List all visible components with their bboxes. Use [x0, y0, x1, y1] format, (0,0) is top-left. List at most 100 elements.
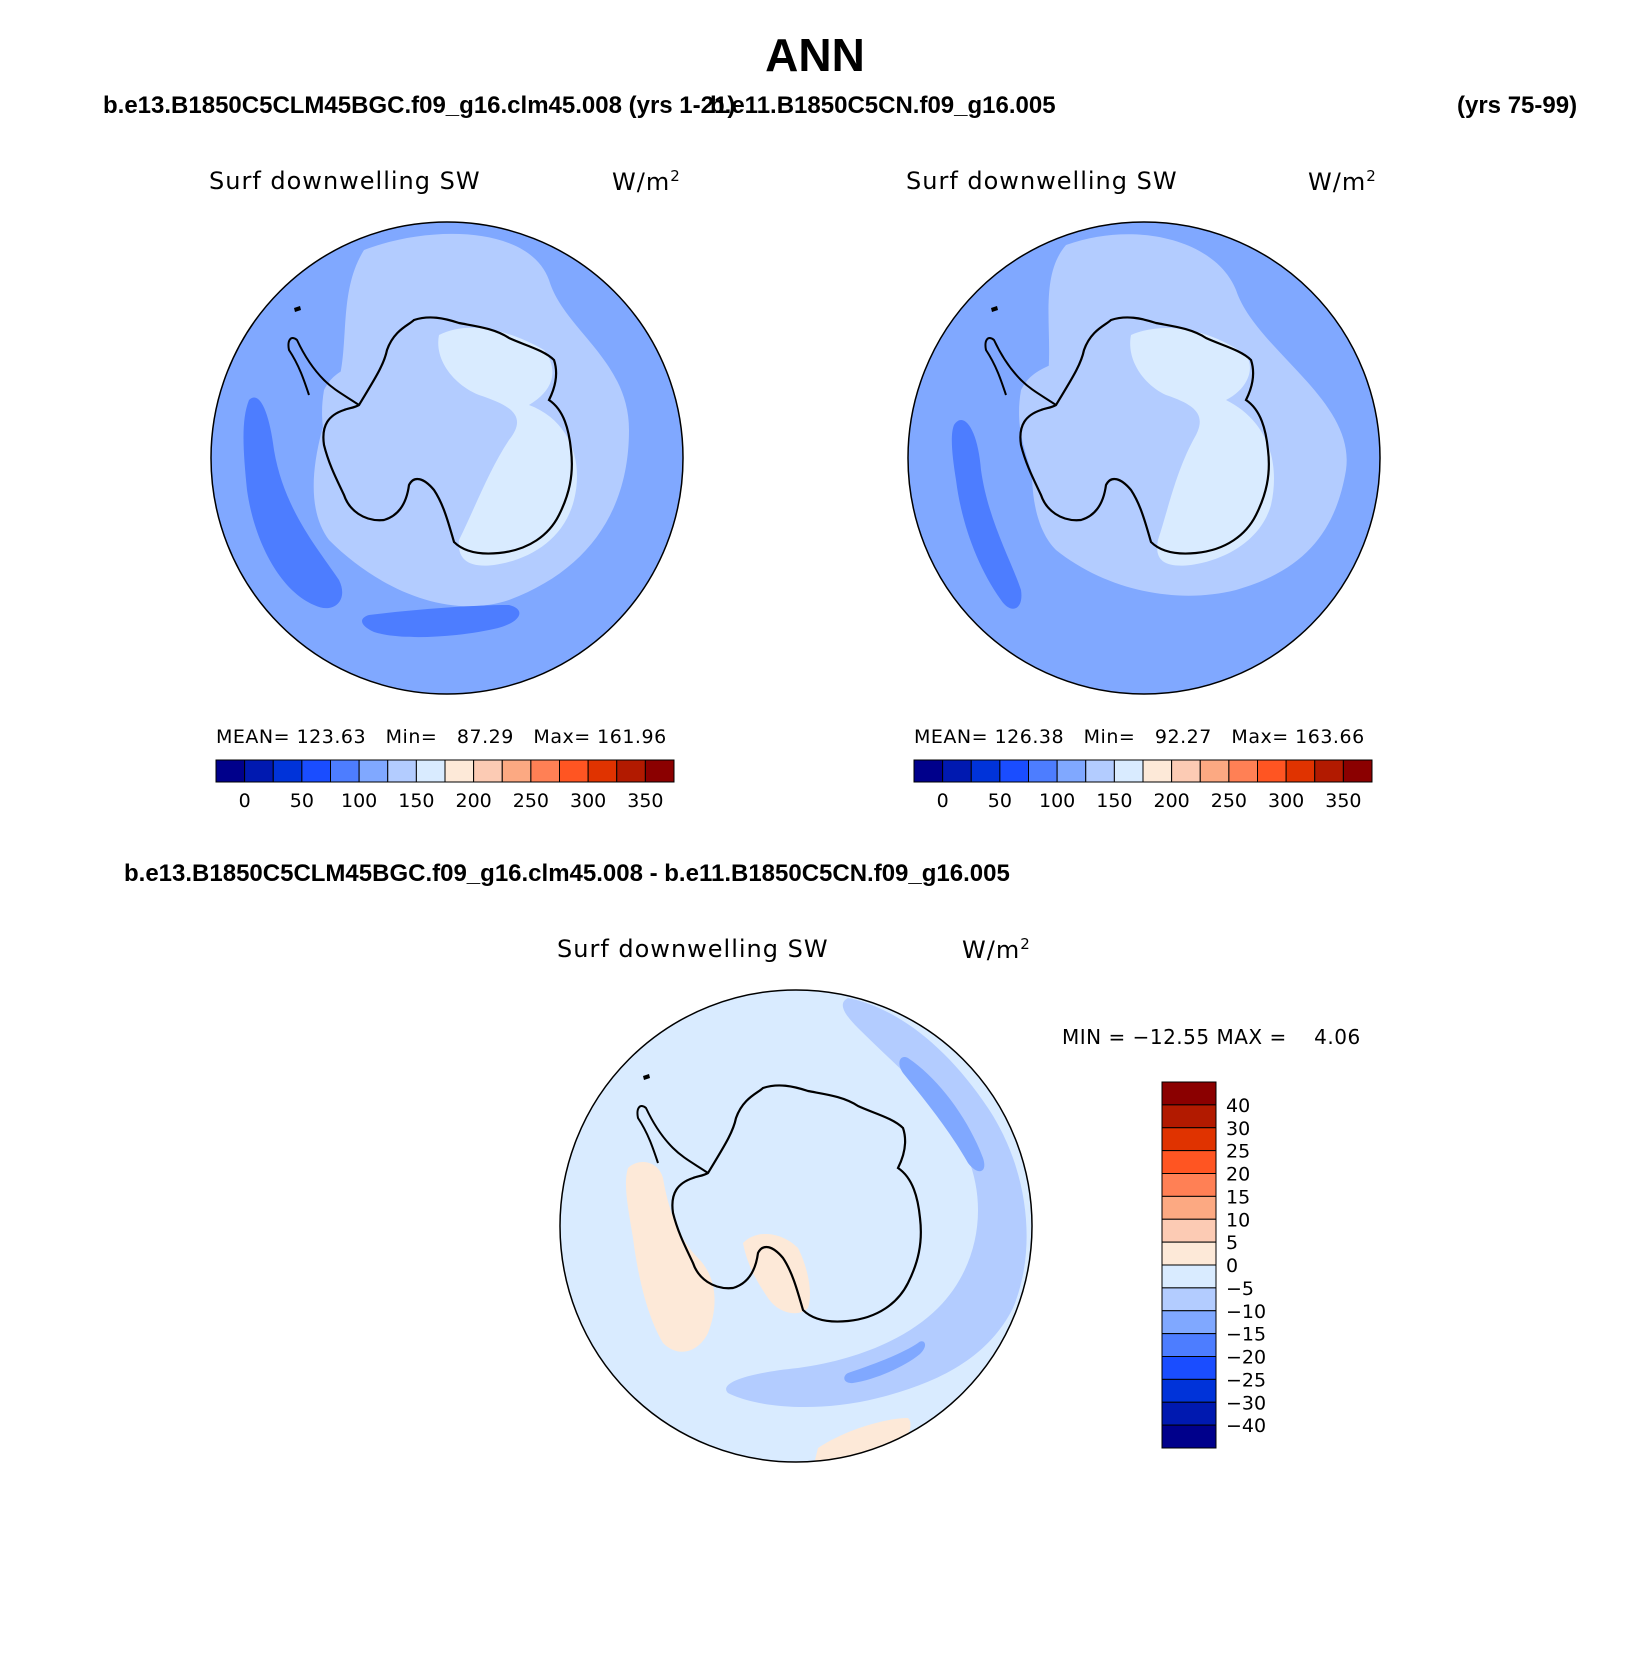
colorbar-tick-label: 350 — [1325, 790, 1361, 812]
colorbar-tick-label: 150 — [1096, 790, 1132, 812]
diff-colorbar-cell — [1161, 1218, 1217, 1243]
diff-colorbar-cell — [1161, 1150, 1217, 1174]
negative-core — [899, 1057, 985, 1172]
colorbar-cell — [970, 759, 1001, 783]
coastline — [671, 1084, 922, 1323]
diff-colorbar-cell — [1161, 1287, 1217, 1312]
colorbar-cell — [215, 759, 246, 783]
colorbar-tick-label: 0 — [239, 790, 251, 812]
panel2-units-exp: 2 — [1366, 167, 1377, 185]
coastline — [322, 316, 573, 555]
colorbar-cell — [559, 759, 589, 783]
diff-colorbar-tick-label: 15 — [1226, 1186, 1250, 1208]
panel1-units-exp: 2 — [670, 167, 681, 185]
colorbar-tick-label: 0 — [937, 790, 949, 812]
diff-colorbar-cell — [1161, 1241, 1217, 1266]
colorbar-tick-label: 300 — [570, 790, 606, 812]
peninsula — [636, 1105, 709, 1174]
panel1-units-base: W/m — [612, 168, 671, 196]
colorbar-tick-label: 150 — [398, 790, 434, 812]
panel1-stats: MEAN= 123.63 Min= 87.29 Max= 161.96 — [216, 726, 667, 748]
colorbar-cell — [272, 759, 303, 783]
positive-ross — [743, 1233, 810, 1314]
colorbar-cell — [387, 759, 417, 783]
colorbar-tick-label: 100 — [1039, 790, 1075, 812]
diff-units-base: W/m — [962, 936, 1021, 964]
map-panel-2 — [907, 221, 1381, 695]
diff-colorbar-tick-label: 40 — [1226, 1095, 1250, 1117]
positive-west — [625, 1162, 715, 1352]
colorbar-cell — [1028, 759, 1058, 783]
panel1-units: W/m2 — [612, 167, 681, 196]
map-panel-1 — [210, 221, 684, 695]
panel2-units: W/m2 — [1308, 167, 1377, 196]
panel1-variable: Surf downwelling SW — [209, 167, 481, 195]
colorbar-cell — [530, 759, 560, 783]
coastline — [1019, 316, 1270, 555]
colorbar-cell — [301, 759, 331, 783]
colorbar-cell — [1285, 759, 1316, 783]
island — [294, 306, 301, 312]
colorbar-cell — [913, 759, 944, 783]
diff-colorbar-tick-label: 10 — [1226, 1209, 1250, 1231]
colorbar-cell — [1171, 759, 1201, 783]
diff-colorbar-cell — [1161, 1127, 1217, 1152]
diff-variable: Surf downwelling SW — [557, 935, 829, 963]
colorbar-tick-label: 200 — [1153, 790, 1189, 812]
diff-map-panel — [559, 989, 1033, 1463]
negative-core-2 — [844, 1341, 926, 1384]
east-plateau — [438, 327, 577, 566]
colorbar-tick-label: 350 — [627, 790, 663, 812]
colorbar-tick-label: 100 — [341, 790, 377, 812]
colorbar-tick-label: 250 — [1211, 790, 1247, 812]
colorbar-panel-1: 0 50 100 150 200 250 300 350 — [215, 759, 675, 812]
colorbar-cell — [1257, 759, 1287, 783]
colorbar-cell — [501, 759, 532, 783]
diff-colorbar-cell — [1161, 1333, 1217, 1357]
diff-colorbar-tick-label: 25 — [1226, 1141, 1250, 1163]
diff-colorbar-cell — [1161, 1173, 1217, 1197]
colorbar-tick-label: 200 — [455, 790, 491, 812]
colorbar-cell — [244, 759, 274, 783]
east-plateau — [1130, 327, 1274, 566]
diff-colorbar-tick-label: −20 — [1226, 1347, 1266, 1369]
diff-stats: MIN = −12.55 MAX = 4.06 — [1062, 1025, 1361, 1049]
case2-header: b.e11.B1850C5CN.f09_g16.005 — [710, 92, 1056, 119]
colorbar-cell — [644, 759, 675, 783]
dark-ocean-1 — [951, 420, 1022, 609]
diff-colorbar-cell — [1161, 1378, 1217, 1403]
colorbar-cell — [1113, 759, 1144, 783]
colorbar-cell — [415, 759, 446, 783]
colorbar-cell — [330, 759, 360, 783]
colorbar-tick-label: 50 — [988, 790, 1012, 812]
diff-colorbar-cell — [1161, 1401, 1217, 1426]
diff-colorbar-cell — [1161, 1310, 1217, 1335]
colorbar-cell — [1342, 759, 1373, 783]
peninsula — [287, 337, 360, 406]
island — [643, 1074, 650, 1080]
colorbar-cell — [942, 759, 972, 783]
colorbar-cell — [587, 759, 618, 783]
island — [991, 306, 998, 312]
diff-colorbar-tick-label: −40 — [1226, 1415, 1266, 1437]
colorbar-tick-label: 50 — [290, 790, 314, 812]
diff-colorbar-cell — [1161, 1424, 1217, 1449]
diff-colorbar-tick-label: 0 — [1226, 1255, 1238, 1277]
case2-years: (yrs 75-99) — [1457, 92, 1578, 119]
diff-units: W/m2 — [962, 935, 1031, 964]
negative-band-east — [726, 998, 1027, 1408]
panel2-variable: Surf downwelling SW — [906, 167, 1178, 195]
colorbar-cell — [1314, 759, 1344, 783]
diff-colorbar-tick-label: −10 — [1226, 1301, 1266, 1323]
diff-colorbar-tick-label: −25 — [1226, 1369, 1266, 1391]
diff-colorbar-tick-label: 5 — [1226, 1232, 1238, 1254]
dark-ocean-2 — [362, 605, 520, 638]
colorbar-panel-2: 0 50 100 150 200 250 300 350 — [913, 759, 1373, 812]
colorbar-cell — [473, 759, 503, 783]
colorbar-tick-label: 300 — [1268, 790, 1304, 812]
panel2-units-base: W/m — [1308, 168, 1367, 196]
diff-colorbar-tick-label: 30 — [1226, 1118, 1250, 1140]
colorbar-cell — [616, 759, 646, 783]
diff-header: b.e13.B1850C5CLM45BGC.f09_g16.clm45.008 … — [124, 860, 1010, 887]
